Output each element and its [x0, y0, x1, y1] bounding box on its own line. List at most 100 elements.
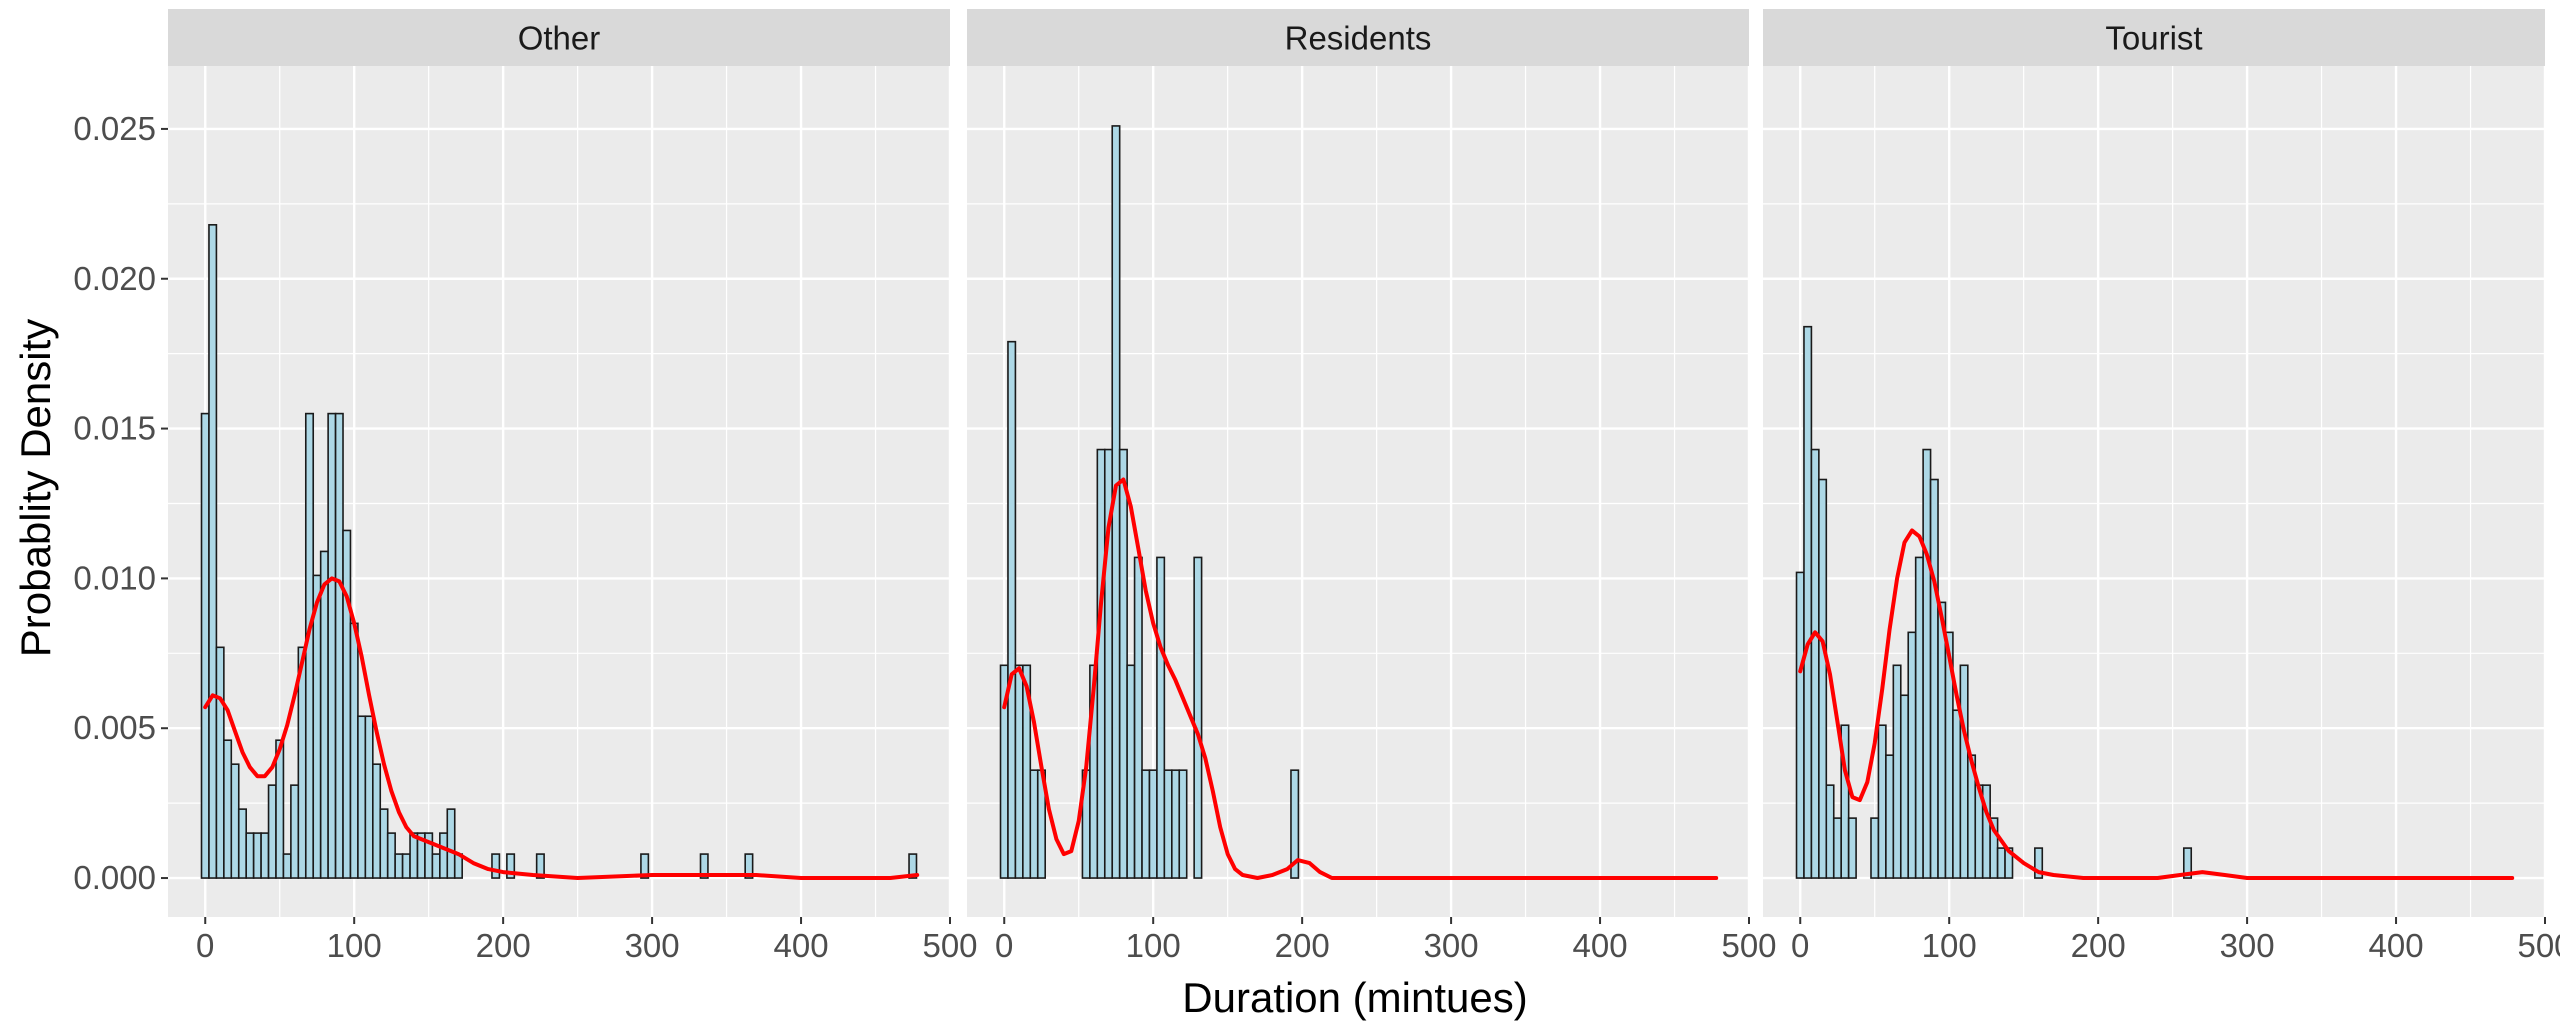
facet-strip-label: Other	[518, 20, 601, 57]
x-tick-label: 400	[774, 927, 829, 964]
histogram-bar	[1899, 694, 1910, 879]
histogram-bar	[1892, 664, 1902, 879]
histogram-bar	[1959, 664, 1969, 879]
histogram-bar	[386, 832, 396, 879]
histogram-bar	[1803, 325, 1813, 879]
x-tick-label: 0	[1791, 927, 1809, 964]
histogram-bar	[491, 853, 501, 879]
x-tick-label: 0	[196, 927, 214, 964]
histogram-bar	[409, 832, 419, 879]
facet-panels: Other 0 100 200 300 400 500 0.000 0.005 0.010 0.01…	[73, 9, 2560, 964]
histogram-bar	[237, 808, 247, 879]
histogram-bar	[312, 574, 322, 879]
histogram-bar	[535, 853, 545, 879]
facet-strip-label: Residents	[1285, 20, 1432, 57]
histogram-bar	[1133, 556, 1143, 879]
histogram-bar	[1290, 769, 1300, 879]
histogram-bar	[1907, 631, 1917, 879]
y-tick-label: 0.025	[73, 110, 156, 147]
histogram-bar	[699, 853, 709, 879]
y-tick-label: 0.000	[73, 859, 156, 896]
histogram-bar	[290, 784, 300, 879]
histogram-bar	[2182, 847, 2193, 879]
histogram-bar	[394, 853, 404, 879]
x-tick-label: 300	[2220, 927, 2275, 964]
x-tick-label: 200	[1275, 927, 1330, 964]
histogram-bar	[208, 224, 218, 879]
histogram-bar	[319, 550, 329, 879]
x-tick-label: 400	[1573, 927, 1628, 964]
histogram-bar	[200, 412, 210, 879]
x-tick-label: 300	[625, 927, 680, 964]
histogram-bar	[1118, 448, 1128, 879]
x-tick-label: 100	[327, 927, 382, 964]
histogram-bar	[1937, 601, 1947, 879]
histogram-bar	[401, 853, 411, 879]
histogram-bar	[1832, 817, 1843, 879]
panel-background	[168, 66, 950, 917]
y-tick-label: 0.010	[73, 559, 156, 596]
histogram-bar	[245, 832, 255, 879]
histogram-bar	[1126, 664, 1136, 879]
histogram-bar	[506, 853, 516, 879]
histogram-bar	[1014, 664, 1024, 879]
histogram-bar	[439, 832, 449, 879]
facet-strip-label: Tourist	[2105, 20, 2202, 57]
histogram-bar	[744, 853, 754, 879]
histogram-bar	[215, 646, 225, 879]
histogram-bar	[1922, 448, 1932, 879]
histogram-bar	[357, 715, 367, 879]
histogram-bar	[1193, 556, 1203, 879]
y-tick-label: 0.015	[73, 410, 156, 447]
histogram-bar	[230, 763, 240, 879]
x-axis-title: Duration (mintues)	[1182, 974, 1527, 1021]
histogram-bar	[1096, 448, 1106, 879]
histogram-bar	[349, 622, 359, 879]
histogram-bar	[1952, 709, 1962, 879]
histogram-bar	[379, 808, 389, 879]
facet-strip	[1763, 9, 2545, 66]
histogram-bar	[1818, 478, 1828, 879]
histogram-bar	[1870, 817, 1880, 879]
y-tick-label: 0.020	[73, 260, 156, 297]
x-tick-label: 300	[1424, 927, 1479, 964]
histogram-bar	[282, 853, 292, 879]
facet-panel-other: Other 0 100 200 300 400 500 0.000 0.005 0.010 0.01…	[73, 9, 978, 964]
histogram-bar	[1007, 340, 1017, 879]
histogram-bar	[260, 832, 270, 879]
histogram-bar	[1810, 448, 1820, 879]
histogram-bar	[908, 853, 918, 879]
histogram-bar	[252, 832, 262, 879]
histogram-bar	[267, 784, 277, 879]
histogram-bar	[431, 853, 441, 879]
histogram-bar	[327, 412, 337, 879]
histogram-bar	[334, 412, 344, 879]
histogram-bar	[1148, 769, 1158, 879]
density-curve	[1798, 528, 2515, 880]
density-curve	[203, 576, 920, 880]
histogram-bar	[1171, 769, 1181, 879]
histogram-bar	[1847, 817, 1857, 879]
x-tick-label: 200	[476, 927, 531, 964]
histogram-bar	[2034, 847, 2044, 879]
y-axis-title: Probablity Density	[12, 319, 59, 657]
x-tick-label: 100	[1126, 927, 1181, 964]
facet-panel-residents: Residents 0 100 200 300 400 500	[967, 9, 1777, 964]
x-tick-label: 200	[2071, 927, 2126, 964]
histogram-bar	[1163, 769, 1173, 879]
histogram-bar	[1178, 769, 1188, 879]
histogram-bar	[446, 808, 456, 879]
histogram-bar	[1825, 784, 1835, 879]
density-curve	[1002, 477, 1719, 880]
x-tick-label: 100	[1922, 927, 1977, 964]
histogram-bar	[1141, 769, 1151, 879]
histogram-bar	[1929, 478, 1939, 879]
x-tick-label: 400	[2369, 927, 2424, 964]
histogram-bar	[1795, 571, 1805, 879]
histogram-bar	[342, 529, 352, 879]
histogram-bar	[640, 853, 650, 879]
facet-strip	[967, 9, 1749, 66]
histogram-bar	[1914, 556, 1924, 879]
facet-strip	[168, 9, 950, 66]
